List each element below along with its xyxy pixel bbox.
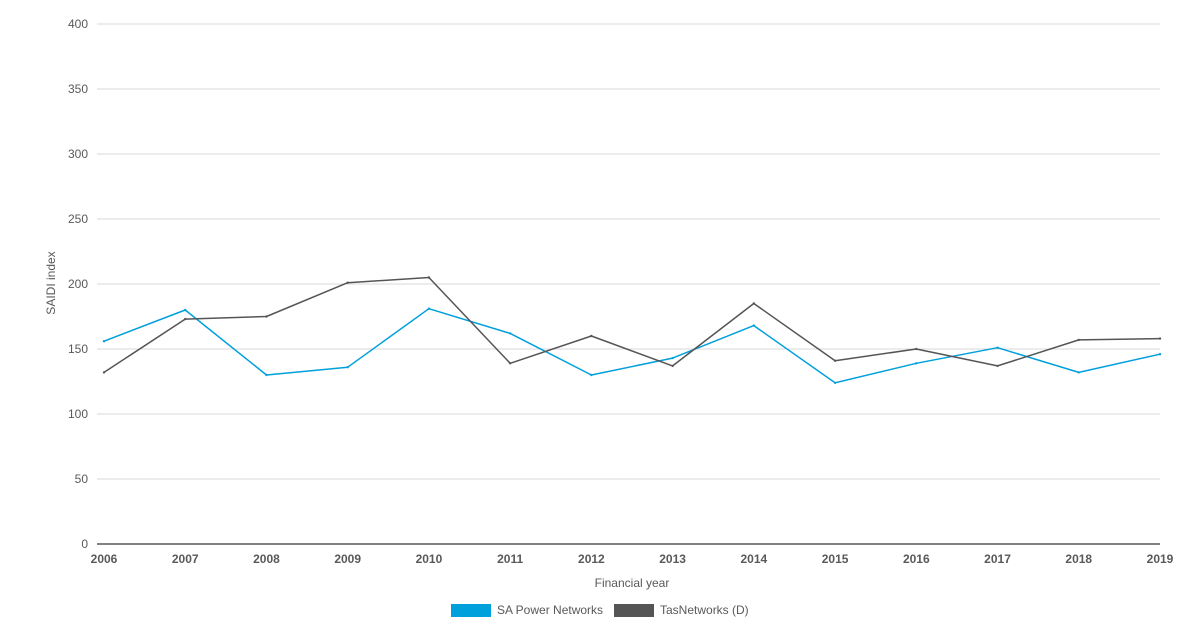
x-tick-label: 2013: [659, 552, 686, 566]
legend-label: TasNetworks (D): [660, 603, 749, 617]
x-axis-ticks: 2006 2007 2008 2009 2010 2011 2012 2013 2014 2015…: [91, 552, 1174, 566]
x-tick-label: 2019: [1147, 552, 1174, 566]
series-line-1: [103, 307, 1161, 384]
x-axis-label: Financial year: [595, 576, 670, 590]
data-point: [346, 281, 349, 284]
data-point: [915, 347, 918, 351]
data-point: [915, 362, 918, 365]
data-point: [996, 364, 999, 368]
data-point: [752, 324, 756, 327]
y-tick-label: 0: [81, 537, 88, 551]
data-point: [184, 308, 187, 312]
data-point: [508, 362, 512, 365]
x-tick-label: 2007: [172, 552, 199, 566]
y-tick-label: 350: [68, 82, 88, 96]
x-tick-label: 2006: [91, 552, 118, 566]
data-point: [265, 315, 268, 318]
y-tick-label: 300: [68, 147, 88, 161]
data-point: [508, 332, 512, 335]
x-tick-label: 2018: [1065, 552, 1092, 566]
data-point: [590, 334, 593, 338]
legend-swatch: [614, 604, 654, 617]
data-point: [833, 359, 837, 362]
data-point: [184, 317, 187, 321]
data-point: [1158, 353, 1162, 356]
data-point: [1077, 371, 1080, 374]
x-tick-label: 2011: [497, 552, 523, 566]
x-tick-label: 2010: [416, 552, 443, 566]
x-tick-label: 2017: [984, 552, 1011, 566]
y-tick-label: 400: [68, 17, 88, 31]
legend: SA Power Networks TasNetworks (D): [451, 603, 749, 617]
data-point: [996, 346, 999, 349]
data-point: [427, 276, 431, 279]
y-tick-label: 250: [68, 212, 88, 226]
data-point: [590, 373, 593, 377]
data-point: [427, 307, 431, 310]
y-tick-label: 150: [68, 342, 88, 356]
x-tick-label: 2014: [740, 552, 767, 566]
series-lines: [102, 276, 1162, 384]
x-tick-label: 2015: [822, 552, 849, 566]
data-point: [102, 340, 106, 343]
x-tick-label: 2012: [578, 552, 605, 566]
legend-label: SA Power Networks: [497, 603, 603, 617]
y-tick-label: 50: [75, 472, 89, 486]
data-point: [671, 364, 674, 368]
x-tick-label: 2009: [334, 552, 361, 566]
y-tick-label: 200: [68, 277, 88, 291]
data-point: [346, 366, 349, 369]
x-tick-label: 2016: [903, 552, 930, 566]
data-point: [752, 302, 756, 305]
y-tick-label: 100: [68, 407, 88, 421]
gridlines: [97, 23, 1160, 480]
data-point: [102, 371, 106, 374]
data-point: [1077, 338, 1080, 342]
data-point: [671, 356, 674, 360]
y-axis-ticks: 0 50 100 150 200 250 300 350 400: [68, 17, 88, 551]
data-point: [1158, 337, 1162, 340]
data-point: [833, 381, 837, 384]
x-tick-label: 2008: [253, 552, 280, 566]
legend-swatch: [451, 604, 491, 617]
data-point: [265, 373, 268, 377]
series-line-2: [103, 276, 1161, 374]
y-axis-label: SAIDI index: [44, 251, 58, 314]
